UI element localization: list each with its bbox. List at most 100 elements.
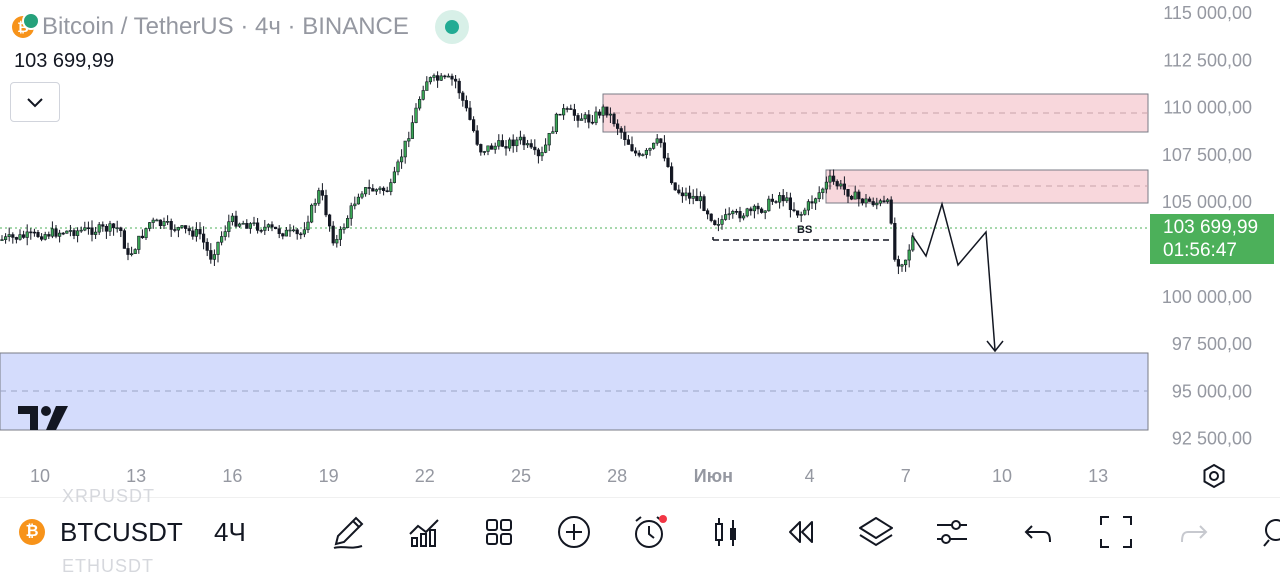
templates-grid-icon[interactable] [479, 512, 519, 552]
candle-body [846, 188, 850, 197]
layers-icon[interactable] [856, 512, 896, 552]
candles-icon[interactable] [706, 512, 746, 552]
candle-body [659, 138, 663, 144]
candle-body [795, 210, 800, 216]
candle-body [345, 218, 350, 228]
candle-body [198, 229, 202, 235]
candle-body [792, 209, 796, 212]
candle-body [83, 227, 87, 231]
candle-body [572, 109, 576, 116]
candle-body [752, 205, 756, 212]
candle-body [806, 201, 810, 211]
candle-body [630, 144, 634, 152]
candle-body [356, 196, 361, 205]
candle-body [907, 249, 911, 261]
candle-body [500, 140, 505, 147]
candle-body [551, 131, 555, 134]
current-price-value: 103 699,99 [1163, 217, 1259, 238]
add-circle-icon[interactable] [554, 512, 594, 552]
candle-body [115, 227, 119, 230]
candle-body [597, 111, 602, 116]
candle-body [450, 75, 454, 80]
candle-body [565, 108, 569, 110]
candle-body [29, 231, 33, 234]
bitcoin-icon[interactable]: ₿ [19, 519, 45, 545]
settings-sliders-icon[interactable] [932, 512, 972, 552]
candle-body [273, 226, 278, 230]
candle-body [612, 113, 616, 125]
search-icon[interactable] [1254, 512, 1280, 552]
candle-body [803, 209, 807, 215]
candle-body [39, 236, 44, 240]
time-axis-label: 10 [30, 466, 50, 486]
candle-body [813, 198, 818, 204]
candle-body [482, 151, 487, 153]
candle-body [615, 123, 620, 129]
candle-body [21, 234, 26, 238]
interval-button[interactable]: 4Ч [214, 517, 246, 547]
alert-clock-icon[interactable] [630, 512, 670, 552]
candle-body [248, 223, 253, 229]
symbol-name: Bitcoin / TetherUS [42, 13, 234, 40]
candle-body [709, 213, 713, 221]
candle-body [601, 106, 605, 116]
time-axis-label: 4 [805, 466, 815, 486]
candle-body [738, 211, 742, 219]
candle-body [731, 211, 735, 215]
candle-body [655, 138, 659, 144]
candle-body [101, 224, 105, 227]
candle-body [608, 113, 612, 116]
market-status-icon[interactable] [434, 10, 469, 44]
candle-body [540, 152, 544, 157]
chevron-down-icon [27, 98, 43, 108]
candle-body [263, 226, 267, 231]
price-axis-label: 112 500,00 [1163, 50, 1252, 70]
candle-body [623, 132, 627, 141]
bs-level-line[interactable] [712, 237, 893, 241]
candle-body [349, 205, 353, 219]
candle-body [205, 241, 209, 251]
symbol-search-button[interactable]: BTCUSDT [60, 517, 183, 547]
candle-body [47, 234, 51, 237]
symbol-header[interactable]: ₿ Bitcoin / TetherUS · 4ч · BINANCE [12, 10, 469, 44]
candle-body [669, 166, 674, 184]
projection-path[interactable] [911, 201, 996, 351]
candle-body [317, 190, 321, 204]
candle-body [57, 232, 62, 237]
candle-body [309, 204, 314, 223]
candle-body [396, 161, 400, 173]
chart-settings-icon[interactable] [1200, 462, 1228, 490]
undo-icon[interactable] [1020, 512, 1060, 552]
candle-body [137, 235, 141, 250]
price-axis-label: 107 500,00 [1162, 145, 1252, 165]
candle-body [410, 122, 415, 139]
candle-body [522, 136, 526, 146]
candle-body [587, 114, 591, 123]
candle-body [367, 187, 371, 189]
candle-body [569, 108, 573, 110]
replay-icon[interactable] [780, 512, 820, 552]
candle-body [680, 192, 684, 197]
time-axis[interactable]: 10 13 16 19 22 25 28 Июн 4 7 10 13 [30, 466, 1108, 486]
candle-body [720, 219, 724, 225]
candle-body [230, 215, 235, 223]
candle-body [763, 210, 767, 213]
redo-icon[interactable] [1172, 512, 1212, 552]
collapse-legend-button[interactable] [10, 82, 60, 122]
candle-body [493, 145, 497, 150]
candle-body [234, 215, 238, 227]
candle-body [583, 114, 587, 120]
fullscreen-icon[interactable] [1096, 512, 1136, 552]
candle-body [705, 210, 710, 215]
candle-body [536, 149, 540, 157]
candle-body [255, 222, 260, 231]
indicators-icon[interactable] [404, 512, 444, 552]
candle-body [407, 138, 411, 142]
candle-body [849, 196, 854, 200]
candle-body [857, 191, 861, 200]
candle-body [209, 250, 213, 260]
draw-pencil-icon[interactable] [328, 512, 368, 552]
candle-body [468, 107, 472, 120]
candle-body [439, 75, 443, 81]
